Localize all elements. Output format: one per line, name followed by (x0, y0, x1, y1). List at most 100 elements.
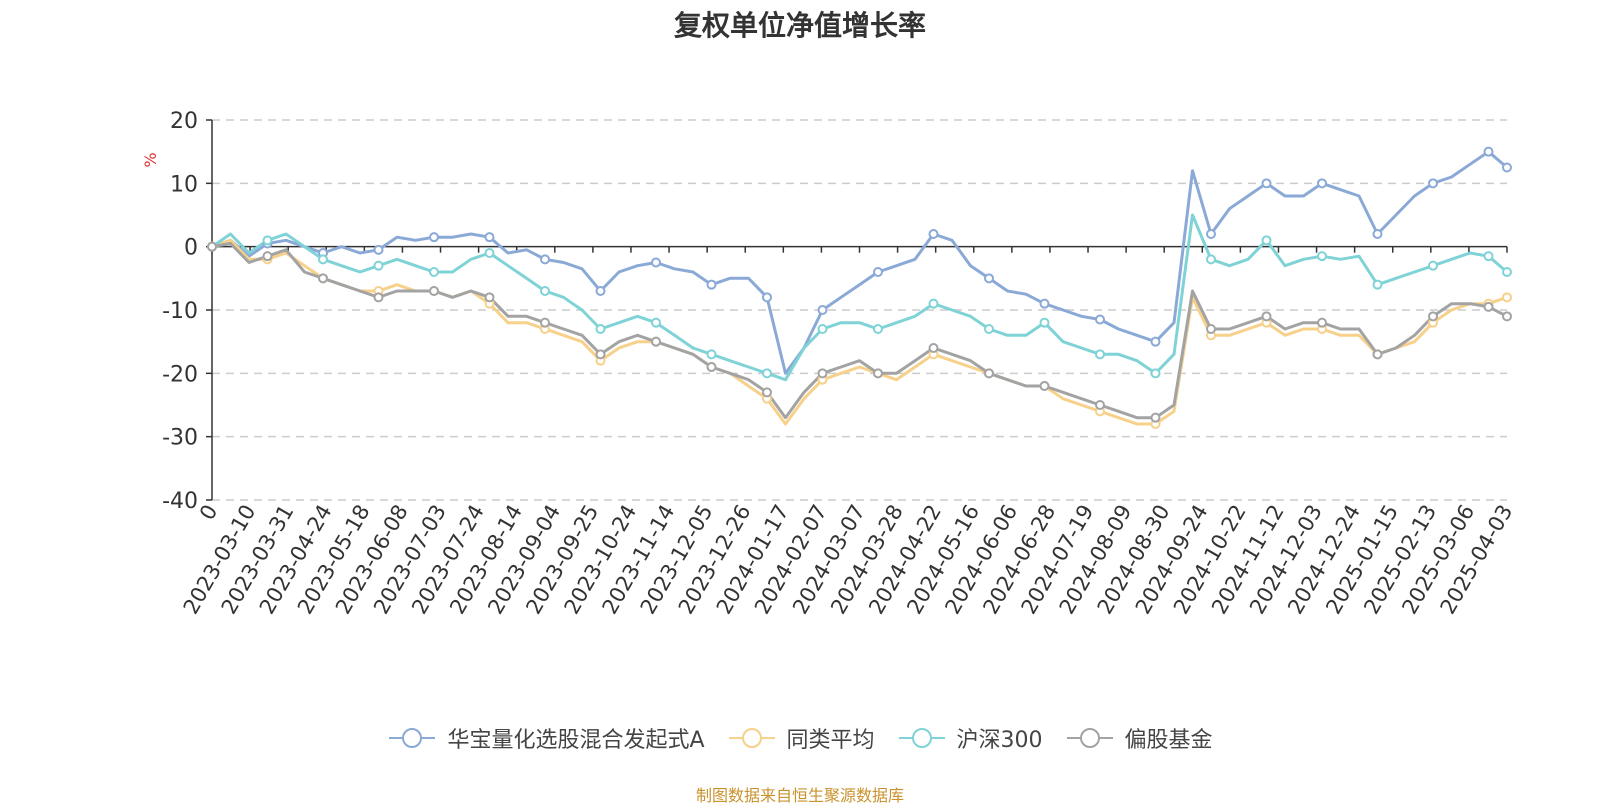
y-tick-label: 20 (170, 109, 198, 134)
data-point (1372, 229, 1383, 239)
data-point (373, 260, 384, 271)
data-point (928, 343, 939, 353)
legend-label: 华宝量化选股混合发起式A (447, 728, 705, 753)
data-point (595, 286, 606, 296)
data-point (1039, 381, 1050, 391)
data-point (1483, 146, 1494, 157)
data-point (706, 349, 717, 360)
data-point (1483, 301, 1494, 312)
data-point (595, 324, 606, 334)
data-point (1261, 178, 1272, 189)
data-point (984, 368, 994, 379)
data-point (928, 229, 939, 239)
data-point (706, 362, 717, 372)
data-point (1095, 314, 1105, 325)
legend-circle (911, 728, 932, 748)
data-point (1502, 267, 1512, 277)
data-point (1502, 162, 1512, 173)
data-point (1317, 251, 1327, 262)
data-point (1317, 317, 1327, 328)
legend-item-1[interactable]: 同类平均 (727, 722, 875, 754)
source-note: 制图数据来自恒生聚源数据库 (695, 786, 904, 805)
data-point (1483, 251, 1494, 262)
data-point (651, 257, 661, 268)
series-markers (207, 146, 1512, 429)
legend-circle (1079, 728, 1100, 748)
series-line-3 (211, 242, 1508, 420)
data-point (262, 235, 273, 246)
legend-marker-icon (728, 728, 775, 748)
legend-item-2[interactable]: 沪深300 (897, 722, 1043, 754)
data-point (1502, 292, 1512, 303)
data-point (373, 244, 384, 255)
data-point (1206, 324, 1216, 334)
legend: 华宝量化选股混合发起式A 同类平均 沪深300 偏股基金 (0, 722, 1600, 754)
grid-lines (212, 119, 1507, 501)
data-point (1150, 336, 1161, 347)
data-point (1502, 311, 1512, 322)
legend-item-3[interactable]: 偏股基金 (1065, 722, 1213, 754)
data-point (595, 349, 606, 360)
series-line-0 (211, 150, 1508, 375)
data-point (706, 279, 717, 290)
data-point (817, 324, 828, 334)
data-point (1428, 260, 1438, 271)
data-point (873, 324, 883, 334)
legend-marker-icon (898, 728, 945, 748)
data-point (1039, 317, 1050, 328)
data-point (429, 232, 439, 243)
y-tick-label: 10 (170, 172, 198, 197)
axes: -40-30-20-100102002023-03-102023-03-3120… (162, 109, 1517, 618)
y-tick-label: -10 (162, 299, 198, 324)
series-line-2 (211, 213, 1508, 382)
data-point (318, 273, 328, 284)
data-point (484, 248, 495, 258)
data-point (1150, 412, 1161, 423)
data-point (207, 241, 217, 252)
y-tick-label: -20 (162, 362, 198, 387)
data-point (540, 286, 550, 296)
y-unit-label: % (141, 152, 160, 167)
data-point (873, 368, 883, 379)
series-line-1 (211, 238, 1508, 426)
data-point (318, 254, 328, 265)
data-point (429, 286, 439, 296)
data-point (373, 292, 384, 303)
data-point (540, 254, 550, 265)
series-lines (211, 150, 1508, 426)
data-point (1206, 254, 1216, 265)
legend-marker-icon (1066, 728, 1113, 748)
data-point (762, 368, 772, 379)
data-point (484, 232, 495, 243)
data-point (762, 387, 772, 398)
data-point (984, 273, 994, 284)
x-tick-label: 0 (195, 501, 222, 525)
data-point (1372, 279, 1383, 290)
data-point (817, 368, 828, 379)
legend-circle (402, 728, 423, 748)
data-point (1317, 178, 1327, 189)
data-point (928, 298, 939, 309)
data-point (262, 251, 273, 262)
legend-marker-icon (389, 728, 436, 748)
y-tick-label: -30 (162, 426, 198, 451)
data-point (1428, 178, 1438, 189)
data-point (873, 267, 883, 277)
chart-title: 复权单位净值增长率 (673, 9, 926, 42)
y-tick-label: 0 (184, 236, 198, 261)
data-point (1095, 349, 1105, 360)
data-point (1150, 368, 1161, 379)
data-point (1261, 311, 1272, 322)
data-point (1206, 229, 1216, 239)
legend-label: 沪深300 (956, 728, 1043, 753)
data-point (1039, 298, 1050, 309)
data-point (762, 292, 772, 303)
data-point (1261, 235, 1272, 246)
data-point (984, 324, 994, 334)
data-point (429, 267, 439, 277)
data-point (484, 292, 495, 303)
y-tick-label: -40 (162, 489, 198, 514)
legend-item-0[interactable]: 华宝量化选股混合发起式A (387, 722, 705, 754)
data-point (651, 317, 661, 328)
